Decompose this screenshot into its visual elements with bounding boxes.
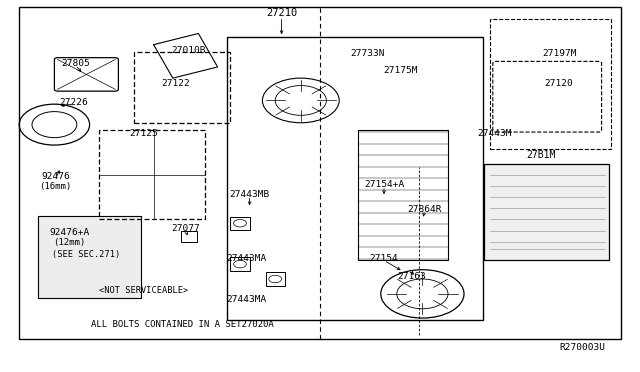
- Text: 27010B: 27010B: [172, 46, 206, 55]
- Text: 27226: 27226: [60, 98, 88, 107]
- Text: 92476+A: 92476+A: [49, 228, 89, 237]
- Text: 27443MA: 27443MA: [227, 295, 266, 304]
- Text: 27122: 27122: [162, 79, 190, 88]
- Text: R270003U: R270003U: [559, 343, 605, 352]
- Text: 27077: 27077: [172, 224, 200, 233]
- Text: 27443MA: 27443MA: [227, 254, 266, 263]
- Text: 27125: 27125: [130, 129, 158, 138]
- Text: (SEE SEC.271): (SEE SEC.271): [52, 250, 120, 259]
- Text: 27733N: 27733N: [351, 49, 385, 58]
- Text: 27210: 27210: [266, 8, 297, 18]
- Bar: [19, 7, 621, 339]
- Text: 27120: 27120: [545, 79, 573, 88]
- Text: <NOT SERVICEABLE>: <NOT SERVICEABLE>: [99, 286, 189, 295]
- Bar: [227, 37, 483, 320]
- Text: 92476: 92476: [42, 172, 70, 181]
- Bar: [266, 272, 285, 286]
- Bar: [358, 130, 448, 260]
- Bar: [490, 19, 611, 149]
- Polygon shape: [38, 216, 141, 298]
- Text: 27154+A: 27154+A: [364, 180, 404, 189]
- Text: ALL BOLTS CONTAINED IN A SET27020A: ALL BOLTS CONTAINED IN A SET27020A: [91, 320, 274, 329]
- Text: 27197M: 27197M: [543, 49, 577, 58]
- Bar: [230, 257, 250, 271]
- Text: 27B1M: 27B1M: [526, 150, 556, 160]
- Text: (12mm): (12mm): [53, 238, 85, 247]
- Text: 27805: 27805: [61, 59, 90, 68]
- Bar: [181, 231, 197, 242]
- Text: 27864R: 27864R: [408, 205, 442, 214]
- Text: 27443M: 27443M: [477, 129, 512, 138]
- Text: 27154: 27154: [370, 254, 398, 263]
- Bar: [484, 164, 609, 260]
- Bar: [230, 217, 250, 230]
- Text: (16mm): (16mm): [40, 182, 72, 191]
- Text: 27163: 27163: [398, 272, 426, 280]
- Text: 27175M: 27175M: [383, 66, 418, 75]
- Text: 27443MB: 27443MB: [230, 190, 269, 199]
